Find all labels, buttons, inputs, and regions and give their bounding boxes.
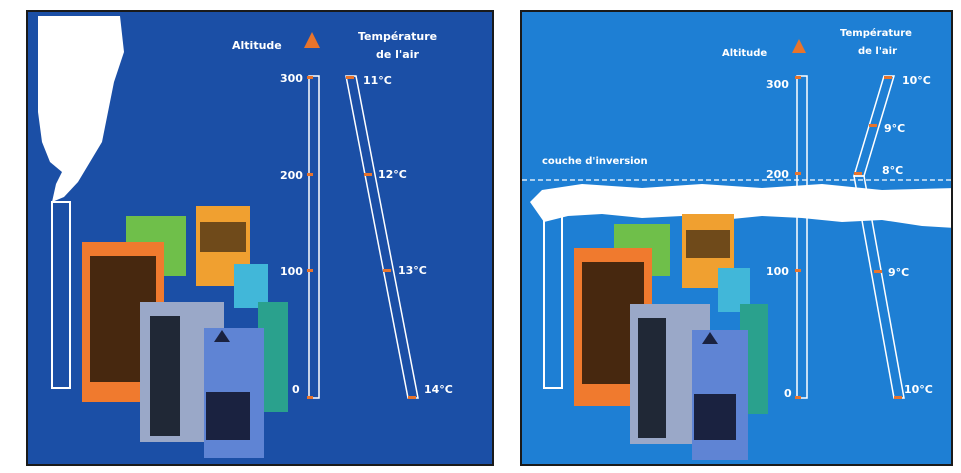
altitude-scale	[308, 75, 320, 399]
temperature-profile-bar	[345, 75, 419, 399]
svg-text:9°C: 9°C	[884, 122, 905, 135]
normal-situation-panel: Altitude 300 200 100 0 Température de l'…	[26, 10, 494, 466]
svg-text:14°C: 14°C	[424, 383, 453, 396]
svg-text:9°C: 9°C	[888, 266, 909, 279]
temperature-profile-lower	[853, 175, 905, 399]
svg-text:100: 100	[766, 265, 789, 278]
altitude-ticks: 300 200 100 0	[280, 72, 313, 399]
svg-text:10°C: 10°C	[904, 383, 933, 396]
altitude-arrow-icon	[304, 32, 320, 48]
temperature-label-line1: Température	[840, 27, 912, 39]
trapped-smoke-layer	[530, 184, 951, 228]
left-diagram: Altitude 300 200 100 0 Température de l'…	[38, 16, 453, 458]
svg-text:12°C: 12°C	[378, 168, 407, 181]
svg-text:0: 0	[784, 387, 792, 400]
svg-text:8°C: 8°C	[882, 164, 903, 177]
temperature-label-line2: de l'air	[858, 46, 897, 57]
svg-text:200: 200	[766, 168, 789, 181]
svg-text:0: 0	[292, 383, 300, 396]
chimney	[543, 207, 563, 389]
altitude-label: Altitude	[722, 48, 767, 59]
svg-text:11°C: 11°C	[363, 74, 392, 87]
svg-text:300: 300	[280, 72, 303, 85]
temperature-label-line1: Température	[358, 30, 437, 43]
temperature-values: 11°C 12°C 13°C 14°C	[346, 74, 453, 399]
svg-text:13°C: 13°C	[398, 264, 427, 277]
temperature-label-line2: de l'air	[376, 48, 419, 61]
svg-text:300: 300	[766, 78, 789, 91]
svg-text:10°C: 10°C	[902, 74, 931, 87]
altitude-scale	[796, 75, 808, 399]
svg-text:200: 200	[280, 169, 303, 182]
smoke-plume	[38, 16, 124, 202]
svg-text:100: 100	[280, 265, 303, 278]
city-buildings	[82, 206, 288, 458]
altitude-ticks: 300 200 100 0	[766, 76, 801, 400]
inversion-label: couche d'inversion	[542, 156, 648, 167]
altitude-label: Altitude	[232, 39, 282, 52]
inversion-situation-panel: couche d'inversion Altitude 300 200	[520, 10, 953, 466]
temperature-values: 10°C 9°C 8°C 9°C 10°C	[854, 74, 933, 399]
altitude-arrow-icon	[792, 39, 806, 53]
chimney	[51, 201, 71, 389]
city-buildings	[574, 214, 768, 460]
right-diagram: couche d'inversion Altitude 300 200	[522, 27, 951, 460]
